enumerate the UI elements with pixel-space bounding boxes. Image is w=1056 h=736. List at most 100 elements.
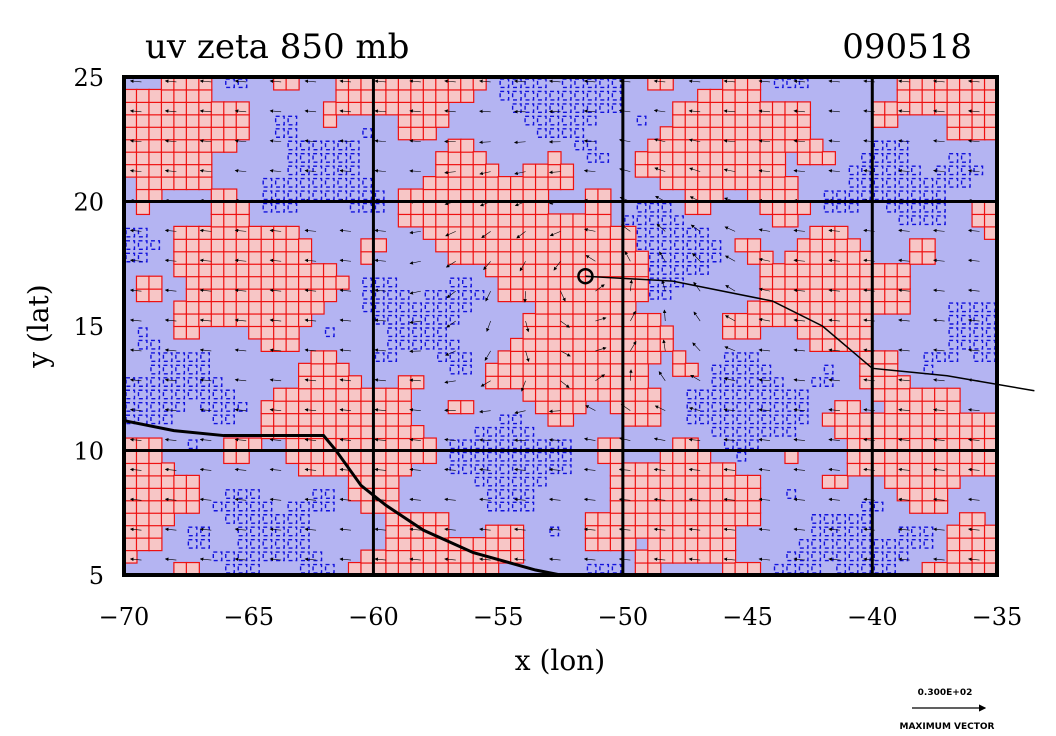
positive-vorticity-cell <box>934 88 949 103</box>
positive-vorticity-cell <box>185 113 200 128</box>
vector-key-magnitude: 0.300E+02 <box>918 688 973 698</box>
wind-vector <box>585 255 596 262</box>
wind-vector <box>444 527 456 532</box>
wind-vector <box>483 261 491 271</box>
positive-vorticity-cell <box>597 288 612 303</box>
negative-vorticity-contour <box>412 339 423 350</box>
positive-vorticity-cell <box>709 537 724 552</box>
positive-vorticity-cell <box>722 151 737 166</box>
positive-vorticity-cell <box>584 350 600 365</box>
wind-vector <box>653 108 666 113</box>
positive-vorticity-cell <box>148 487 163 502</box>
wind-vector <box>269 79 282 83</box>
positive-vorticity-cell <box>285 77 300 91</box>
wind-vector <box>374 527 386 532</box>
negative-vorticity-contour <box>723 364 734 375</box>
negative-vorticity-contour <box>237 551 248 562</box>
negative-vorticity-contour <box>786 489 797 500</box>
wind-vector <box>653 79 666 83</box>
wind-vector <box>269 527 282 532</box>
positive-vorticity-cell <box>771 312 787 328</box>
negative-vorticity-contour <box>499 439 510 450</box>
positive-vorticity-cell <box>510 250 525 265</box>
negative-vorticity-contour <box>574 90 585 101</box>
positive-vorticity-cell <box>322 288 338 303</box>
positive-vorticity-cell <box>522 176 537 191</box>
positive-vorticity-cell <box>971 126 986 141</box>
wind-vector <box>618 497 631 502</box>
wind-vector <box>374 557 386 562</box>
wind-vector <box>234 348 247 352</box>
negative-vorticity-contour <box>437 339 447 350</box>
positive-vorticity-cell <box>921 462 936 477</box>
wind-vector <box>654 405 666 411</box>
wind-vector <box>374 467 386 472</box>
wind-vector <box>444 467 456 472</box>
positive-vorticity-cell <box>709 126 724 141</box>
positive-vorticity-cell <box>248 325 263 340</box>
positive-vorticity-cell <box>846 250 861 265</box>
wind-vector <box>129 497 142 502</box>
negative-vorticity-contour <box>337 152 348 163</box>
positive-vorticity-cell <box>510 176 525 191</box>
positive-vorticity-cell <box>659 449 674 465</box>
wind-vector <box>519 261 526 272</box>
positive-vorticity-cell <box>559 337 575 353</box>
positive-vorticity-cell <box>622 487 637 502</box>
positive-vorticity-cell <box>210 200 225 216</box>
positive-vorticity-cell <box>684 362 699 377</box>
negative-vorticity-contour <box>886 140 896 151</box>
negative-vorticity-contour <box>836 526 847 537</box>
positive-vorticity-cell <box>223 225 238 240</box>
negative-vorticity-contour <box>225 514 235 524</box>
positive-vorticity-cell <box>659 499 674 514</box>
wind-vector <box>164 169 177 173</box>
wind-vector <box>304 437 317 442</box>
positive-vorticity-cell <box>223 288 238 303</box>
positive-vorticity-cell <box>235 250 250 265</box>
positive-vorticity-cell <box>173 250 188 265</box>
positive-vorticity-cell <box>771 176 787 191</box>
positive-vorticity-cell <box>385 412 400 427</box>
wind-vector <box>758 79 771 83</box>
positive-vorticity-cell <box>921 412 936 427</box>
negative-vorticity-contour <box>324 140 335 151</box>
negative-vorticity-contour <box>511 78 522 89</box>
positive-vorticity-cell <box>921 101 936 116</box>
positive-vorticity-cell <box>198 275 213 290</box>
x-tick-label: −45 <box>722 603 773 631</box>
wind-vector <box>129 139 142 143</box>
positive-vorticity-cell <box>784 113 799 128</box>
negative-vorticity-contour <box>586 78 597 89</box>
positive-vorticity-cell <box>572 213 587 228</box>
negative-vorticity-contour <box>935 352 946 363</box>
positive-vorticity-cell <box>846 412 861 427</box>
positive-vorticity-cell <box>572 337 587 353</box>
positive-vorticity-cell <box>684 126 699 141</box>
negative-vorticity-contour <box>723 414 734 425</box>
wind-vector <box>444 109 456 113</box>
positive-vorticity-cell <box>298 449 313 465</box>
wind-vector <box>129 437 142 442</box>
positive-vorticity-cell <box>347 412 363 427</box>
positive-vorticity-cell <box>722 126 737 141</box>
wind-vector <box>898 139 910 143</box>
positive-vorticity-cell <box>921 449 936 465</box>
wind-vector <box>199 408 212 412</box>
positive-vorticity-cell <box>759 300 774 315</box>
positive-vorticity-cell <box>173 325 188 340</box>
negative-vorticity-contour <box>349 152 360 163</box>
wind-vector <box>654 167 666 172</box>
negative-vorticity-contour <box>399 327 410 338</box>
negative-vorticity-contour <box>274 551 285 562</box>
wind-vector <box>898 497 910 502</box>
negative-vorticity-contour <box>586 140 597 151</box>
negative-vorticity-contour <box>200 364 210 375</box>
positive-vorticity-cell <box>771 151 787 166</box>
positive-vorticity-cell <box>684 549 699 564</box>
wind-vector <box>583 169 596 173</box>
negative-vorticity-contour <box>686 252 697 263</box>
negative-vorticity-contour <box>374 289 385 300</box>
positive-vorticity-cell <box>734 325 749 340</box>
positive-vorticity-cell <box>934 387 949 402</box>
